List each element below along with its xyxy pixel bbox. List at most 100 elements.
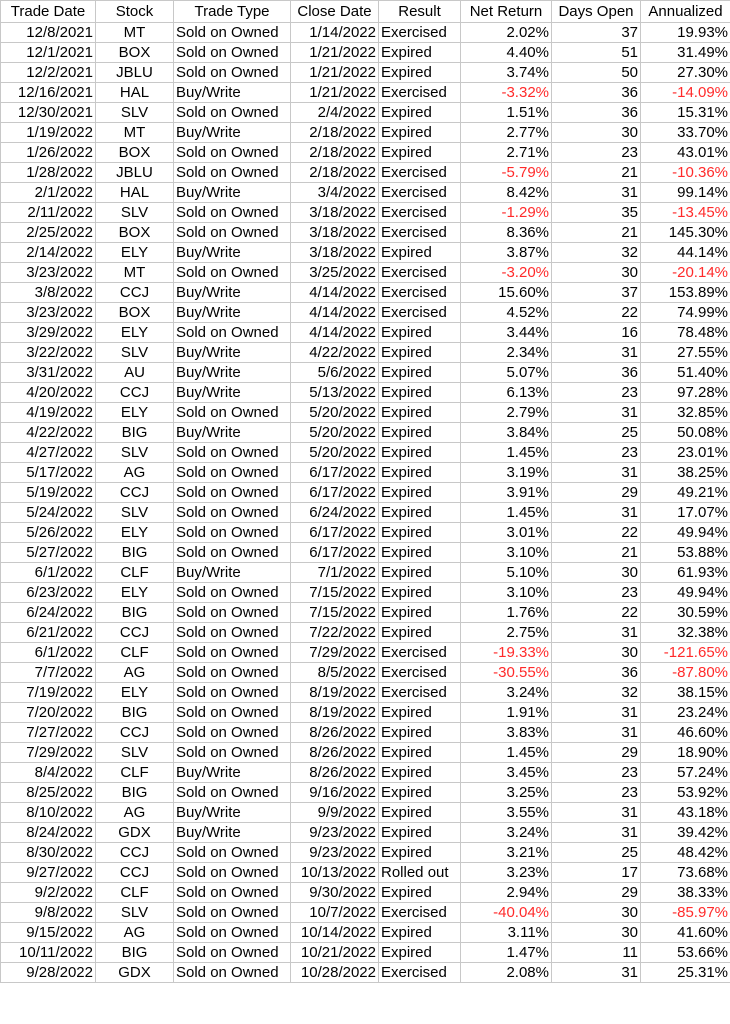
net-return-cell[interactable]: 3.44% [460,322,552,343]
result-cell[interactable]: Expired [378,482,461,503]
annualized-cell[interactable]: 97.28% [640,382,730,403]
close-date-cell[interactable]: 10/14/2022 [290,922,379,943]
annualized-cell[interactable]: 32.38% [640,622,730,643]
header-stock[interactable]: Stock [95,0,174,23]
trade-date-cell[interactable]: 8/25/2022 [0,782,96,803]
stock-cell[interactable]: CLF [95,762,174,783]
close-date-cell[interactable]: 6/17/2022 [290,542,379,563]
stock-cell[interactable]: CCJ [95,622,174,643]
trade-type-cell[interactable]: Buy/Write [173,422,291,443]
trade-type-cell[interactable]: Buy/Write [173,242,291,263]
close-date-cell[interactable]: 7/15/2022 [290,602,379,623]
stock-cell[interactable]: SLV [95,742,174,763]
close-date-cell[interactable]: 8/26/2022 [290,742,379,763]
days-open-cell[interactable]: 31 [551,702,641,723]
trade-date-cell[interactable]: 5/24/2022 [0,502,96,523]
close-date-cell[interactable]: 8/26/2022 [290,722,379,743]
stock-cell[interactable]: CCJ [95,482,174,503]
net-return-cell[interactable]: 5.07% [460,362,552,383]
close-date-cell[interactable]: 4/14/2022 [290,322,379,343]
days-open-cell[interactable]: 21 [551,542,641,563]
days-open-cell[interactable]: 22 [551,302,641,323]
close-date-cell[interactable]: 5/20/2022 [290,442,379,463]
trade-date-cell[interactable]: 4/27/2022 [0,442,96,463]
close-date-cell[interactable]: 4/14/2022 [290,282,379,303]
annualized-cell[interactable]: 23.24% [640,702,730,723]
close-date-cell[interactable]: 4/22/2022 [290,342,379,363]
stock-cell[interactable]: AU [95,362,174,383]
close-date-cell[interactable]: 9/23/2022 [290,842,379,863]
result-cell[interactable]: Expired [378,342,461,363]
stock-cell[interactable]: CLF [95,642,174,663]
trade-date-cell[interactable]: 3/23/2022 [0,302,96,323]
trade-date-cell[interactable]: 5/27/2022 [0,542,96,563]
close-date-cell[interactable]: 3/18/2022 [290,202,379,223]
trade-date-cell[interactable]: 7/27/2022 [0,722,96,743]
days-open-cell[interactable]: 23 [551,762,641,783]
trade-date-cell[interactable]: 8/24/2022 [0,822,96,843]
annualized-cell[interactable]: 27.55% [640,342,730,363]
trade-type-cell[interactable]: Buy/Write [173,342,291,363]
trade-date-cell[interactable]: 12/8/2021 [0,22,96,43]
result-cell[interactable]: Exercised [378,202,461,223]
annualized-cell[interactable]: 49.21% [640,482,730,503]
days-open-cell[interactable]: 30 [551,262,641,283]
net-return-cell[interactable]: -1.29% [460,202,552,223]
net-return-cell[interactable]: -3.20% [460,262,552,283]
days-open-cell[interactable]: 23 [551,582,641,603]
close-date-cell[interactable]: 8/5/2022 [290,662,379,683]
result-cell[interactable]: Expired [378,802,461,823]
stock-cell[interactable]: GDX [95,822,174,843]
stock-cell[interactable]: BIG [95,602,174,623]
stock-cell[interactable]: CCJ [95,282,174,303]
trade-type-cell[interactable]: Sold on Owned [173,522,291,543]
close-date-cell[interactable]: 1/21/2022 [290,82,379,103]
result-cell[interactable]: Expired [378,602,461,623]
annualized-cell[interactable]: 41.60% [640,922,730,943]
net-return-cell[interactable]: 5.10% [460,562,552,583]
trade-type-cell[interactable]: Sold on Owned [173,502,291,523]
result-cell[interactable]: Rolled out [378,862,461,883]
close-date-cell[interactable]: 9/9/2022 [290,802,379,823]
close-date-cell[interactable]: 6/17/2022 [290,482,379,503]
annualized-cell[interactable]: 38.25% [640,462,730,483]
stock-cell[interactable]: AG [95,662,174,683]
trade-type-cell[interactable]: Sold on Owned [173,482,291,503]
close-date-cell[interactable]: 2/18/2022 [290,162,379,183]
days-open-cell[interactable]: 31 [551,622,641,643]
days-open-cell[interactable]: 36 [551,82,641,103]
annualized-cell[interactable]: -14.09% [640,82,730,103]
stock-cell[interactable]: ELY [95,402,174,423]
days-open-cell[interactable]: 23 [551,782,641,803]
stock-cell[interactable]: BIG [95,702,174,723]
annualized-cell[interactable]: 53.66% [640,942,730,963]
annualized-cell[interactable]: 25.31% [640,962,730,983]
close-date-cell[interactable]: 2/4/2022 [290,102,379,123]
annualized-cell[interactable]: -87.80% [640,662,730,683]
days-open-cell[interactable]: 29 [551,742,641,763]
annualized-cell[interactable]: 32.85% [640,402,730,423]
stock-cell[interactable]: SLV [95,102,174,123]
trade-date-cell[interactable]: 6/1/2022 [0,642,96,663]
stock-cell[interactable]: BIG [95,942,174,963]
trade-date-cell[interactable]: 6/23/2022 [0,582,96,603]
trade-type-cell[interactable]: Sold on Owned [173,162,291,183]
result-cell[interactable]: Expired [378,542,461,563]
trade-date-cell[interactable]: 8/10/2022 [0,802,96,823]
annualized-cell[interactable]: 99.14% [640,182,730,203]
days-open-cell[interactable]: 31 [551,462,641,483]
trade-date-cell[interactable]: 2/11/2022 [0,202,96,223]
stock-cell[interactable]: CCJ [95,862,174,883]
close-date-cell[interactable]: 6/24/2022 [290,502,379,523]
annualized-cell[interactable]: 53.88% [640,542,730,563]
net-return-cell[interactable]: 2.79% [460,402,552,423]
trade-type-cell[interactable]: Sold on Owned [173,882,291,903]
annualized-cell[interactable]: 153.89% [640,282,730,303]
days-open-cell[interactable]: 37 [551,282,641,303]
annualized-cell[interactable]: 74.99% [640,302,730,323]
result-cell[interactable]: Expired [378,462,461,483]
trade-type-cell[interactable]: Sold on Owned [173,542,291,563]
net-return-cell[interactable]: 1.45% [460,742,552,763]
days-open-cell[interactable]: 25 [551,842,641,863]
trade-type-cell[interactable]: Buy/Write [173,762,291,783]
